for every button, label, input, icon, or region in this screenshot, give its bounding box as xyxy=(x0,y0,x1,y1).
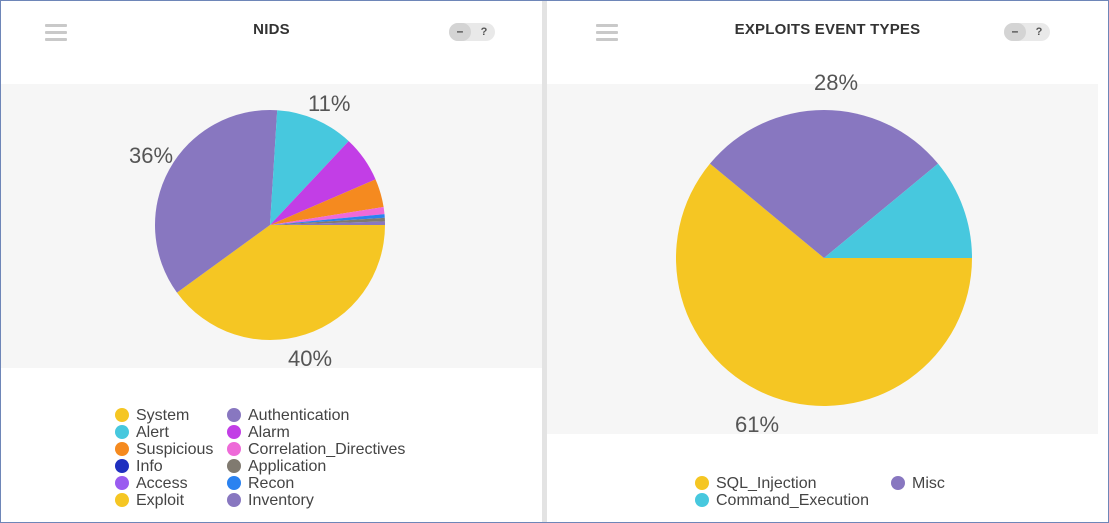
nids-pie-chart: 36% 11% 40% xyxy=(129,91,385,371)
legend-label: Suspicious xyxy=(136,441,214,458)
legend-swatch xyxy=(695,476,709,490)
nids-panel-title: NIDS xyxy=(253,21,290,38)
legend-label: Inventory xyxy=(248,492,314,509)
pie-slice-application[interactable] xyxy=(270,217,385,225)
exploits-legend: SQL_Injection Command_Execution Misc xyxy=(695,475,1075,515)
nids-panel-controls: – ? xyxy=(449,23,495,41)
panel-divider xyxy=(542,1,547,522)
pie-slice-authentication[interactable] xyxy=(155,110,278,293)
legend-swatch xyxy=(227,442,241,456)
nids-legend: System Alert Suspicious Info Access Exploit Au… xyxy=(115,407,515,509)
legend-label: SQL_Injection xyxy=(716,475,817,492)
legend-label: Access xyxy=(136,475,188,492)
pie-slice-command-execution[interactable] xyxy=(824,163,972,258)
exploits-pie-chart: 28% 61% xyxy=(676,70,972,437)
legend-label: Misc xyxy=(912,475,945,492)
hamburger-menu-icon[interactable] xyxy=(596,23,618,41)
legend-label: Authentication xyxy=(248,407,350,424)
legend-label: System xyxy=(136,407,190,424)
legend-swatch xyxy=(115,476,129,490)
pie-slice-suspicious[interactable] xyxy=(270,179,384,225)
help-button[interactable]: ? xyxy=(1035,26,1043,38)
legend-label: Application xyxy=(248,458,327,475)
legend-swatch xyxy=(115,425,129,439)
pie-slice-inventory[interactable] xyxy=(270,221,385,225)
minimize-button[interactable]: – xyxy=(1004,23,1026,41)
pie-data-label: 11% xyxy=(308,91,350,116)
pie-slice-recon[interactable] xyxy=(270,214,385,225)
legend-swatch xyxy=(115,408,129,422)
legend-swatch xyxy=(115,459,129,473)
nids-panel-header: NIDS – ? xyxy=(1,1,542,63)
legend-label: Info xyxy=(136,458,163,475)
legend-swatch xyxy=(695,493,709,507)
legend-label: Alarm xyxy=(248,424,290,441)
legend-swatch xyxy=(227,493,241,507)
legend-swatch xyxy=(227,425,241,439)
pie-slice-alarm[interactable] xyxy=(270,141,376,225)
pie-data-label: 36% xyxy=(129,143,173,168)
legend-swatch xyxy=(227,408,241,422)
pie-slice-misc[interactable] xyxy=(709,110,939,258)
legend-label: Exploit xyxy=(136,492,185,509)
pie-data-label: 61% xyxy=(735,412,779,437)
nids-panel: NIDS – ? 36% 11% 40% System Alert Suspicious… xyxy=(1,1,542,522)
legend-label: Alert xyxy=(136,424,169,441)
pie-slice-alert[interactable] xyxy=(270,110,349,225)
help-button[interactable]: ? xyxy=(480,26,488,38)
pie-slice-sql-injection[interactable] xyxy=(676,163,972,406)
pie-data-label: 28% xyxy=(814,70,858,95)
exploits-panel-controls: – ? xyxy=(1004,23,1050,41)
exploits-panel-header: EXPLOITS EVENT TYPES – ? xyxy=(547,1,1108,63)
pie-slice-correlation-directives[interactable] xyxy=(270,207,385,225)
exploits-panel: EXPLOITS EVENT TYPES – ? 28% 61% SQL_Inje… xyxy=(547,1,1108,522)
exploits-panel-title: EXPLOITS EVENT TYPES xyxy=(734,21,921,38)
legend-label: Correlation_Directives xyxy=(248,441,406,458)
pie-slice-exploit[interactable] xyxy=(176,225,385,340)
pie-data-label: 40% xyxy=(288,346,332,371)
legend-label: Recon xyxy=(248,475,295,492)
hamburger-menu-icon[interactable] xyxy=(45,23,67,41)
minimize-button[interactable]: – xyxy=(449,23,471,41)
legend-swatch xyxy=(891,476,905,490)
legend-swatch xyxy=(115,493,129,507)
legend-swatch xyxy=(227,476,241,490)
legend-swatch xyxy=(227,459,241,473)
legend-label: Command_Execution xyxy=(716,492,869,509)
legend-swatch xyxy=(115,442,129,456)
